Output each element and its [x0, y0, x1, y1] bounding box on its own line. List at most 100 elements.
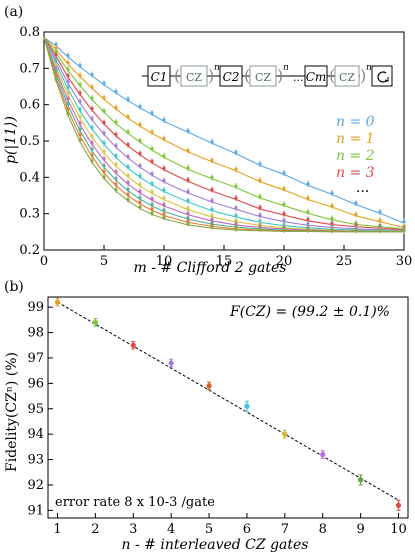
- series-point-n6: [150, 190, 154, 194]
- series-point-n3: [186, 178, 190, 182]
- svg-text:(: (: [244, 66, 250, 85]
- inset-exponent-3: n: [366, 63, 372, 73]
- panel-b-ytick-label: 99: [27, 300, 44, 315]
- panel-b-ytick-label: 91: [27, 503, 44, 518]
- series-point-n0: [186, 129, 190, 133]
- panel-a-ytick-label: 0.7: [19, 61, 40, 76]
- series-point-n4: [66, 80, 70, 84]
- series-point-n6: [186, 206, 190, 210]
- panel-b-xtick-label: 4: [167, 522, 175, 537]
- series-point-n1: [282, 186, 286, 191]
- panel-a-xtick-label: 30: [396, 254, 413, 269]
- panel-a-ytick-label: 0.6: [19, 98, 40, 113]
- series-point-n2: [162, 154, 166, 158]
- series-point-n10: [258, 227, 262, 231]
- panel-a-xtick-label: 20: [276, 254, 293, 269]
- series-point-n9: [102, 169, 106, 174]
- fidelity-point: [206, 383, 212, 389]
- panel-b-plot: 1 2 3 4 5 6 7 8 9 10 91 92 93 94 95 96 97 98 99: [27, 296, 409, 537]
- series-point-n6: [114, 163, 118, 167]
- series-point-n6: [102, 149, 106, 154]
- series-point-n2: [210, 175, 214, 179]
- series-point-n5: [78, 107, 82, 111]
- panel-a-xtick-label: 15: [216, 254, 233, 269]
- series-point-n2: [150, 147, 154, 151]
- series-point-n8: [186, 216, 190, 220]
- panel-b-xtick-label: 7: [281, 522, 289, 537]
- panel-b-ytick-label: 93: [27, 453, 44, 468]
- series-point-n10: [102, 175, 106, 179]
- series-point-n0: [66, 54, 70, 58]
- series-point-n10: [54, 77, 58, 81]
- series-point-n3: [210, 188, 214, 192]
- series-point-n5: [210, 207, 214, 211]
- series-point-n9: [66, 107, 70, 111]
- series-point-n6: [162, 196, 166, 200]
- legend-n3: n = 3: [336, 165, 375, 181]
- series-point-n7: [138, 189, 142, 194]
- series-point-n3: [102, 120, 106, 125]
- panel-a-inset-circuit: C1 ( CZ ) n C2 ( CZ ) n ... Cm ( CZ ) n: [142, 63, 393, 87]
- svg-text:): ): [208, 66, 214, 85]
- series-point-n3: [282, 212, 286, 216]
- series-point-n10: [66, 112, 70, 116]
- series-point-n0: [126, 97, 130, 101]
- series-point-n2: [90, 96, 94, 100]
- series-point-n6: [210, 213, 214, 218]
- fidelity-point: [282, 431, 288, 437]
- series-point-n2: [234, 184, 238, 188]
- series-point-n6: [126, 173, 130, 178]
- series-point-n6: [54, 63, 58, 68]
- panel-b-ytick-label: 96: [27, 376, 44, 391]
- panel-b-ytick-label: 94: [27, 427, 44, 442]
- series-point-n3: [138, 151, 142, 155]
- series-point-n4: [126, 155, 130, 159]
- series-point-n1: [102, 96, 106, 100]
- fidelity-point: [395, 502, 402, 508]
- series-point-n8: [102, 164, 106, 168]
- series-point-n10: [138, 205, 142, 209]
- series-point-n0: [150, 111, 154, 115]
- series-point-n10: [126, 197, 130, 202]
- series-point-n0: [234, 150, 238, 154]
- series-point-n6: [234, 218, 238, 222]
- series-point-n6: [138, 183, 142, 187]
- series-point-n3: [306, 217, 310, 222]
- series-point-n0: [258, 162, 262, 166]
- series-point-n9: [90, 153, 94, 157]
- series-point-n0: [354, 201, 358, 205]
- series-point-n5: [138, 174, 142, 178]
- series-point-n1: [54, 46, 58, 50]
- series-point-n10: [90, 159, 94, 163]
- series-point-n1: [150, 130, 154, 134]
- series-point-n10: [234, 226, 238, 231]
- panel-b-frame: [47, 296, 409, 519]
- svg-text:): ): [277, 66, 283, 85]
- series-point-n9: [150, 207, 154, 211]
- series-point-n3: [78, 91, 82, 95]
- series-point-n9: [138, 200, 142, 205]
- panel-b-xtick-label: 1: [53, 522, 61, 537]
- panel-b-ytick-label: 95: [27, 402, 44, 417]
- series-point-n0: [306, 182, 310, 186]
- series-point-n1: [162, 136, 166, 141]
- series-point-n8: [78, 127, 82, 131]
- series-point-n2: [186, 166, 190, 170]
- inset-loop-icon: [377, 71, 388, 83]
- series-point-n0: [282, 171, 286, 175]
- series-point-n9: [126, 192, 130, 197]
- series-point-n10: [186, 221, 190, 226]
- panel-a-legend: n = 0 n = 1 n = 2 n = 3 ...: [336, 114, 375, 196]
- series-point-n1: [78, 73, 82, 77]
- series-point-n1: [330, 204, 334, 208]
- fidelity-point: [130, 342, 136, 348]
- series-point-n8: [126, 187, 130, 191]
- panel-a-label: (a): [4, 4, 23, 20]
- panel-a-ylabel: p(|11⟩): [3, 116, 19, 164]
- panel-a-xlabel: m - # Clifford 2 gates: [134, 260, 287, 276]
- panel-b-xtick-label: 8: [319, 522, 327, 537]
- series-point-n3: [150, 159, 154, 163]
- panel-a-xtick-label: 25: [336, 254, 353, 269]
- series-point-n2: [258, 194, 262, 199]
- series-point-n1: [210, 158, 214, 162]
